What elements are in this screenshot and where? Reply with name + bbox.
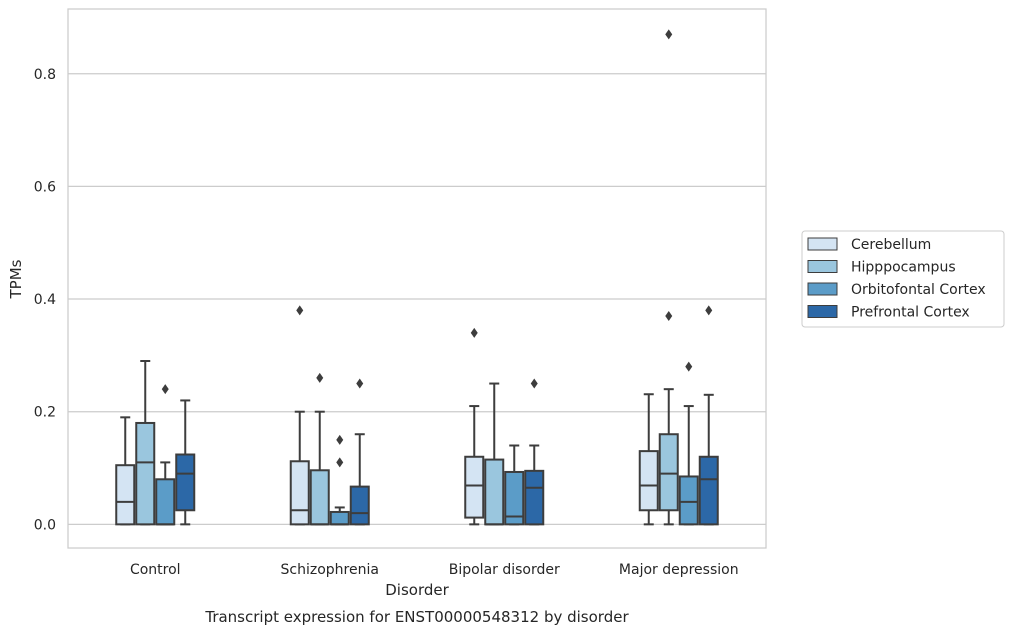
box-rect	[524, 469, 545, 526]
box-item	[155, 384, 176, 526]
box-item	[175, 399, 196, 526]
legend-swatch	[807, 282, 838, 296]
x-axis-label: Disorder	[385, 581, 449, 599]
outlier-point	[470, 327, 478, 338]
box-rect	[678, 475, 699, 526]
outlier-point	[530, 378, 538, 389]
box-item	[289, 305, 310, 526]
box-item	[135, 360, 156, 526]
legend-swatch	[807, 305, 838, 318]
chart-caption: Transcript expression for ENST0000054831…	[204, 608, 629, 626]
box-rect	[135, 421, 156, 526]
legend-label: Prefrontal Cortex	[851, 305, 970, 321]
box-rect	[309, 469, 330, 526]
box-item	[115, 416, 136, 526]
box-rect	[638, 450, 659, 512]
outlier-point	[665, 29, 673, 40]
y-tick-label: 0.0	[34, 517, 56, 533]
box-rect	[484, 458, 505, 526]
x-tick-label: Schizophrenia	[281, 562, 379, 578]
outlier-point	[665, 310, 673, 321]
box-rect	[115, 464, 136, 526]
box-plots	[115, 29, 719, 526]
legend-swatch	[807, 260, 838, 273]
x-tick-labels: Control Schizophrenia Bipolar disorder Majo…	[130, 562, 739, 578]
y-tick-label: 0.4	[34, 292, 56, 308]
box-item	[658, 29, 679, 526]
box-item	[698, 305, 719, 526]
box-item	[464, 327, 485, 526]
box-rect	[698, 455, 719, 526]
box-item	[638, 393, 659, 526]
y-tick-labels: 0.0 0.2 0.4 0.6 0.8	[34, 67, 56, 534]
box-item	[524, 378, 545, 526]
legend-swatch	[807, 237, 838, 251]
y-tick-label: 0.2	[34, 405, 56, 421]
legend-label: Cerebellum	[851, 237, 931, 253]
outlier-point	[705, 305, 713, 316]
box-rect	[289, 460, 310, 526]
outlier-point	[296, 305, 304, 316]
x-tick-label: Bipolar disorder	[449, 562, 560, 578]
box-item	[309, 372, 330, 526]
outlier-point	[336, 434, 344, 445]
legend-label: Hipppocampus	[851, 260, 956, 276]
outlier-point	[316, 372, 324, 383]
box-item	[484, 382, 505, 526]
x-tick-label: Major depression	[619, 562, 739, 578]
box-rect	[658, 433, 679, 512]
box-item	[504, 444, 525, 526]
legend-frame	[801, 230, 1005, 328]
outlier-point	[685, 361, 693, 372]
outlier-point	[161, 384, 169, 395]
box-rect	[155, 478, 176, 526]
box-rect	[349, 485, 370, 526]
box-rect	[464, 455, 485, 519]
box-rect	[175, 453, 196, 512]
plot-frame	[67, 8, 767, 549]
outlier-point	[356, 378, 364, 389]
legend-label: Orbitofontal Cortex	[851, 282, 986, 298]
box-rect	[329, 510, 350, 526]
box-item	[678, 361, 699, 526]
box-item	[329, 434, 350, 526]
outlier-point	[336, 457, 344, 468]
legend: Cerebellum Hipppocampus Orbitofontal Corte…	[801, 230, 1005, 328]
box-item	[349, 378, 370, 526]
box-rect	[504, 470, 525, 526]
y-tick-label: 0.6	[34, 179, 56, 195]
y-axis-label: TPMs	[7, 259, 25, 299]
y-tick-label: 0.8	[34, 67, 56, 83]
x-tick-label: Control	[130, 562, 181, 578]
